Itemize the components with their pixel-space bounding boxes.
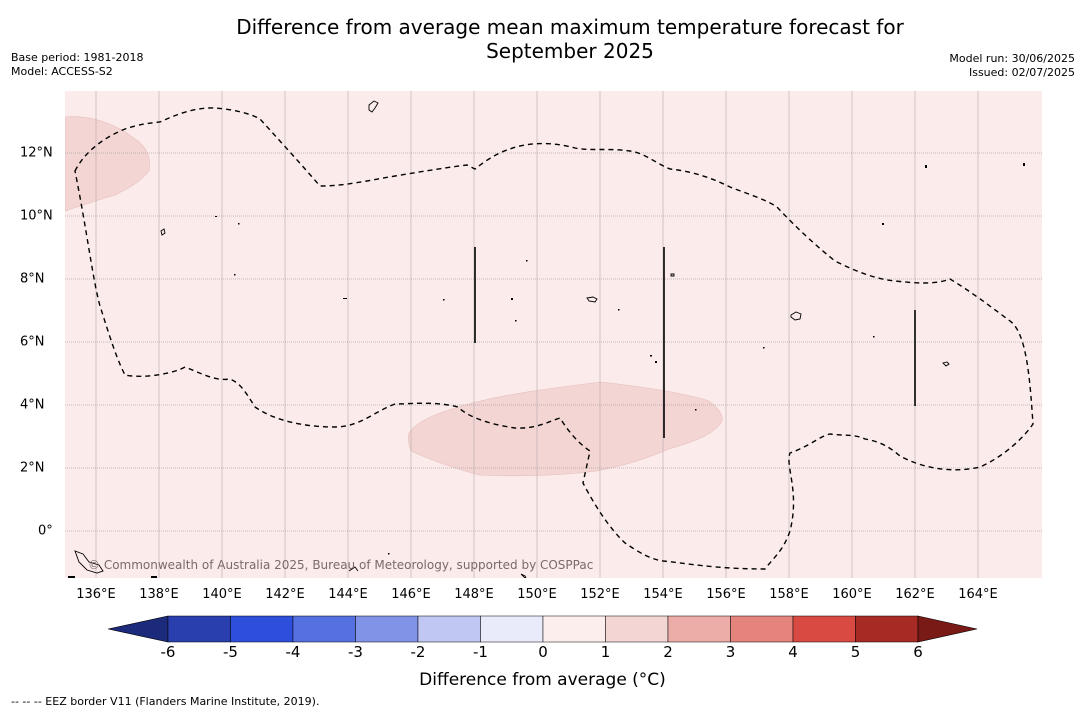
colorbar-tick: 1 bbox=[600, 643, 611, 661]
x-tick: 164°E bbox=[958, 587, 998, 602]
colorbar-bin bbox=[167, 615, 231, 643]
colorbar-bin bbox=[417, 615, 481, 643]
y-tick: 0° bbox=[38, 523, 53, 539]
title-line-1: Difference from average mean maximum tem… bbox=[236, 15, 904, 39]
x-tick: 158°E bbox=[769, 587, 809, 602]
colorbar bbox=[108, 615, 978, 643]
x-tick: 142°E bbox=[265, 587, 305, 602]
colorbar-bin bbox=[230, 615, 294, 643]
colorbar-tick: -6 bbox=[160, 643, 176, 661]
small-atolls bbox=[68, 163, 1025, 578]
copyright-notice: © Commonwealth of Australia 2025, Bureau… bbox=[88, 558, 594, 572]
model-run: Model run: 30/06/2025 bbox=[949, 52, 1075, 65]
x-tick: 136°E bbox=[76, 587, 116, 602]
anomaly-region-central bbox=[408, 381, 723, 477]
x-tick: 144°E bbox=[328, 587, 368, 602]
eez-footnote: -- -- -- EEZ border V11 (Flanders Marine… bbox=[11, 695, 320, 708]
y-tick: 10°N bbox=[20, 208, 53, 224]
x-tick: 140°E bbox=[202, 587, 242, 602]
colorbar-high-extend bbox=[917, 615, 978, 643]
y-tick: 12°N bbox=[20, 145, 53, 161]
anomaly-region-northwest bbox=[65, 116, 150, 212]
colorbar-label: Difference from average (°C) bbox=[419, 670, 666, 690]
colorbar-tick: 0 bbox=[538, 643, 548, 661]
issued-date: Issued: 02/07/2025 bbox=[968, 66, 1075, 79]
colorbar-tick: -4 bbox=[285, 643, 301, 661]
meta-left: Base period: 1981-2018 Model: ACCESS-S2 bbox=[11, 51, 143, 79]
x-tick: 148°E bbox=[454, 587, 494, 602]
base-period: Base period: 1981-2018 bbox=[11, 51, 144, 64]
x-tick: 146°E bbox=[391, 587, 431, 602]
x-tick: 150°E bbox=[517, 587, 557, 602]
colorbar-tick: -2 bbox=[410, 643, 426, 661]
map-title: Difference from average mean maximum tem… bbox=[200, 15, 940, 63]
colorbar-tick: 3 bbox=[725, 643, 736, 661]
colorbar-tick: 6 bbox=[913, 643, 923, 661]
islands bbox=[74, 100, 950, 578]
x-tick: 162°E bbox=[895, 587, 935, 602]
colorbar-tick: 2 bbox=[663, 643, 673, 661]
colorbar-bin bbox=[855, 615, 919, 643]
colorbar-tick: 5 bbox=[850, 643, 861, 661]
y-tick: 8°N bbox=[20, 271, 45, 287]
x-tick: 152°E bbox=[580, 587, 620, 602]
colorbar-bin bbox=[792, 615, 856, 643]
x-tick: 138°E bbox=[139, 587, 179, 602]
colorbar-bin bbox=[542, 615, 606, 643]
y-tick: 6°N bbox=[20, 334, 45, 350]
map-panel bbox=[65, 91, 1042, 578]
colorbar-bin bbox=[292, 615, 356, 643]
eez-border bbox=[74, 107, 1034, 570]
colorbar-bin bbox=[480, 615, 544, 643]
colorbar-tick: 4 bbox=[788, 643, 798, 661]
map-canvas bbox=[65, 91, 1042, 578]
colorbar-tick: -3 bbox=[348, 643, 363, 661]
model-name: Model: ACCESS-S2 bbox=[11, 65, 113, 78]
colorbar-tick: -1 bbox=[473, 643, 488, 661]
x-tick: 154°E bbox=[643, 587, 683, 602]
colorbar-bin bbox=[605, 615, 669, 643]
y-tick: 4°N bbox=[20, 397, 45, 413]
title-line-2: September 2025 bbox=[486, 39, 654, 63]
colorbar-bin bbox=[355, 615, 419, 643]
x-tick: 156°E bbox=[706, 587, 746, 602]
colorbar-bin bbox=[730, 615, 794, 643]
boundary-segments bbox=[474, 247, 916, 438]
meta-right: Model run: 30/06/2025 Issued: 02/07/2025 bbox=[949, 52, 1075, 80]
colorbar-bin bbox=[667, 615, 731, 643]
graticule bbox=[65, 91, 1042, 578]
colorbar-low-extend bbox=[108, 615, 169, 643]
y-tick: 2°N bbox=[20, 460, 45, 476]
x-tick: 160°E bbox=[832, 587, 872, 602]
colorbar-tick: -5 bbox=[223, 643, 238, 661]
